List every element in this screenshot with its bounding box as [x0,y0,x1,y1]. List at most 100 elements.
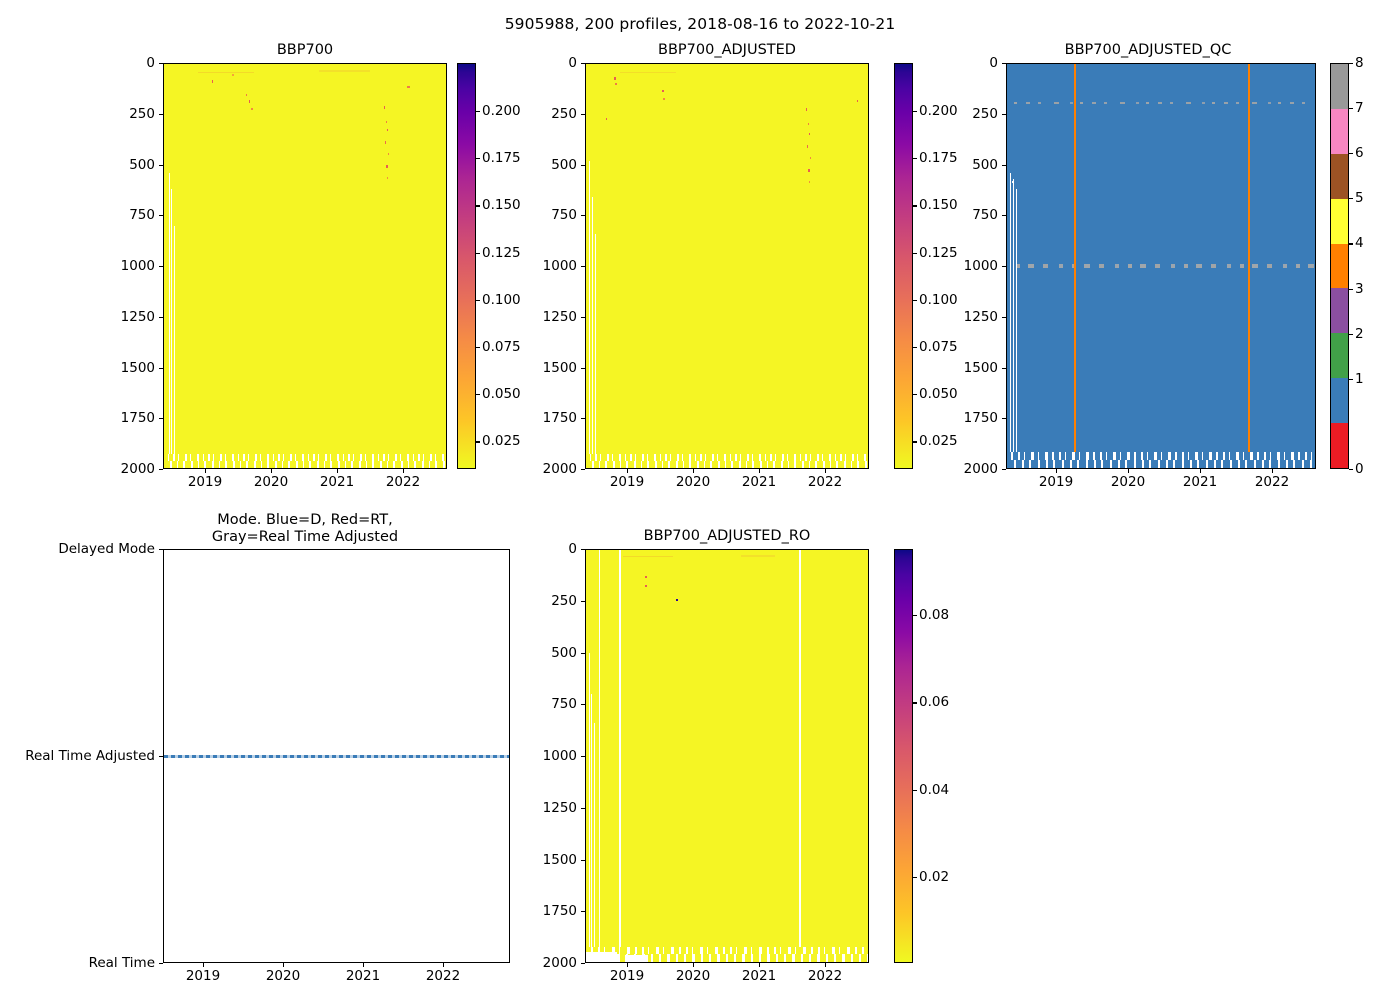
ytick-label: 500 [972,156,998,173]
xtick-label: 2020 [675,474,711,490]
cbar-tick-label: 4 [1355,235,1364,252]
panel-title-bbp700-adjusted-qc: BBP700_ADJUSTED_QC [1064,42,1232,58]
ytick-label: 1250 [542,799,577,816]
figure-suptitle: 5905988, 200 profiles, 2018-08-16 to 202… [504,15,896,33]
ytick-label: 2000 [542,461,577,477]
xtick-label: 2019 [187,474,223,490]
ytick-label: 750 [972,207,998,224]
xtick-label: 2019 [185,968,221,984]
panel-bbp700-axes [163,63,447,469]
missing-data-band [798,550,801,962]
cbar-tick-label: 1 [1355,370,1364,387]
cbar-tick-label: 0.02 [919,868,950,885]
xtick-label: 2021 [319,474,355,490]
ytick-label: 500 [129,156,155,173]
qc-segment-5 [1331,198,1348,244]
ytick-label: 250 [551,105,577,122]
ytick-label: 750 [551,207,577,224]
ytick-label: 1500 [542,851,577,868]
xtick-label: 2022 [1254,474,1290,490]
panel-title-bbp700: BBP700 [276,42,334,58]
xtick-label: 2021 [741,474,777,490]
ytick-label: 1750 [120,410,155,427]
xtick-label: 2022 [807,474,843,490]
panel-bbp700-heatmap [164,64,446,468]
cbar-tick-label: 0.175 [482,150,521,167]
cbar-tick-label: 0.125 [482,244,521,261]
ytick-label: 1000 [963,258,998,274]
ytick-label: 500 [551,644,577,661]
cbar-tick-label: 0.100 [919,291,958,308]
cbar-tick-label: 0.200 [919,103,958,119]
ytick-label: 1750 [542,903,577,920]
xtick-label: 2019 [609,474,645,490]
panel-bbp700-adjusted-ro-axes [585,549,869,963]
cbar-tick-label: 7 [1355,100,1364,117]
xtick-label: 2019 [609,968,645,984]
cbar-tick-label: 0.150 [919,197,958,214]
panel-bbp700-adjusted-heatmap [586,64,868,468]
ytick-label: Real Time [88,955,155,971]
cbar-tick-label: 0.04 [919,781,950,798]
ytick-label: 1250 [120,308,155,325]
cbar-tick-label: 0.06 [919,694,950,711]
qc-segment-1 [1331,378,1348,424]
ytick-label: 1000 [120,258,155,274]
colorbar-bbp700-adjusted [894,63,913,469]
ytick-label: 1250 [963,308,998,325]
ytick-label: Delayed Mode [58,541,155,557]
cbar-tick-label: 0.075 [482,339,521,355]
xtick-label: 2022 [385,474,421,490]
xtick-label: 2020 [253,474,289,490]
panel-title-bbp700-adjusted-ro: BBP700_ADJUSTED_RO [643,528,811,544]
ytick-label: 0 [989,55,998,71]
cbar-tick-label: 0.08 [919,607,950,624]
ytick-label: 500 [551,156,577,173]
ytick-label: Real Time Adjusted [25,748,155,764]
cbar-tick-label: 0.200 [482,103,521,119]
ytick-label: 250 [129,105,155,122]
panel-bbp700-adjusted-axes [585,63,869,469]
panel-bbp700-adjusted-qc-heatmap [1007,64,1315,468]
ytick-label: 1750 [963,410,998,427]
panel-bbp700-adjusted-ro-heatmap [586,550,868,962]
ytick-label: 1000 [542,748,577,764]
ytick-label: 1750 [542,410,577,427]
colorbar-bbp700-adjusted-qc [1330,63,1349,469]
cbar-tick-label: 5 [1355,190,1364,207]
cbar-tick-label: 2 [1355,325,1364,342]
cbar-tick-label: 0.150 [482,197,521,214]
mode-series-line [164,755,509,758]
panel-bbp700-adjusted-qc-axes [1006,63,1316,469]
cbar-tick-label: 0.125 [919,244,958,261]
xtick-label: 2021 [345,968,381,984]
ytick-label: 750 [129,207,155,224]
ytick-label: 750 [551,696,577,713]
qc4-column [1247,64,1250,468]
qc-segment-6 [1331,153,1348,199]
cbar-tick-label: 0.025 [482,433,521,450]
cbar-tick-label: 0.175 [919,150,958,167]
cbar-tick-label: 8 [1355,55,1364,71]
cbar-tick-label: 0.100 [482,291,521,308]
ytick-label: 2000 [542,955,577,971]
ytick-label: 250 [972,105,998,122]
qc4-column [1074,64,1077,468]
ytick-label: 1250 [542,308,577,325]
xtick-label: 2020 [1110,474,1146,490]
qc-segment-7 [1331,108,1348,154]
cbar-tick-label: 6 [1355,145,1364,162]
colorbar-bbp700-adjusted-ro [894,549,913,963]
ytick-label: 2000 [963,461,998,477]
qc-segment-4 [1331,243,1348,289]
cbar-tick-label: 0.050 [482,386,521,403]
panel-title-mode: Mode. Blue=D, Red=RT, Gray=Real Time Adj… [211,512,399,545]
ytick-label: 0 [568,541,577,557]
qc-segment-8 [1331,64,1348,109]
cbar-tick-label: 0.025 [919,433,958,450]
xtick-label: 2022 [807,968,843,984]
panel-mode-axes [163,549,510,963]
ytick-label: 1500 [963,359,998,376]
cbar-tick-label: 0.050 [919,386,958,403]
